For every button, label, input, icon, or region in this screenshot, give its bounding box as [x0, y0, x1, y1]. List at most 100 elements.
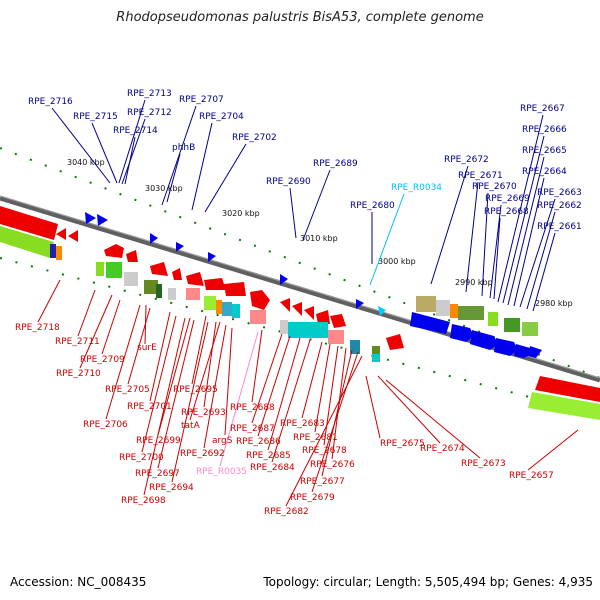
bottom-gene-labels: RPE_2718 RPE_2711 RPE_2709 RPE_2710 surE RPE_… — [15, 323, 554, 517]
gene-label: RPE_2710 — [56, 369, 101, 379]
label-leader-line — [289, 187, 297, 239]
gene-label: RPE_2706 — [83, 420, 128, 430]
gene-label: RPE_2687 — [230, 424, 275, 434]
gene-arrow — [150, 262, 168, 276]
gene-arrow — [56, 228, 66, 240]
cog-box — [350, 340, 360, 354]
gene-label: RPE_2669 — [485, 194, 530, 204]
cog-box — [156, 284, 162, 298]
label-leader-line — [219, 331, 259, 467]
label-leader-line — [302, 169, 331, 241]
gene-arrow — [208, 252, 216, 262]
gene-arrow — [126, 250, 138, 262]
cog-box — [96, 262, 104, 276]
label-leader-line — [251, 333, 283, 424]
gene-label: RPE_2689 — [313, 159, 358, 169]
cog-box — [106, 262, 122, 278]
label-leader-line — [481, 192, 489, 297]
gene-arrow — [316, 310, 330, 324]
cog-box — [250, 310, 266, 324]
gene-arrow — [514, 344, 532, 358]
label-leader-line — [118, 99, 146, 184]
cog-box — [450, 304, 458, 318]
gene-label: RPE_2674 — [420, 444, 465, 454]
label-leader-line — [365, 375, 381, 439]
label-leader-line — [166, 153, 181, 203]
gene-arrow — [356, 299, 364, 309]
gene-block-green-right — [528, 392, 600, 420]
gene-label: RPE_2677 — [300, 477, 345, 487]
gene-label: RPE_2713 — [127, 89, 172, 99]
gene-label: RPE_2699 — [136, 436, 181, 446]
gene-label: RPE_2715 — [73, 112, 118, 122]
tick-track-top — [0, 147, 600, 379]
gene-label: surE — [137, 343, 157, 353]
gene-arrow — [68, 230, 78, 242]
cog-box — [280, 320, 288, 334]
rna-gene-arrow — [378, 306, 386, 316]
topology-text: Topology: circular; Length: 5,505,494 bp… — [263, 575, 593, 589]
cog-box — [144, 280, 158, 294]
gene-label: RPE_2671 — [458, 171, 503, 181]
gene-arrow — [172, 268, 182, 280]
kbp-tick-label: 3020 kbp — [222, 209, 260, 218]
cog-box — [168, 288, 176, 300]
cog-box — [372, 354, 380, 362]
gene-label: RPE_2697 — [135, 469, 180, 479]
label-leader-line — [157, 317, 191, 436]
cog-box — [488, 312, 498, 326]
accession-text: Accession: NC_008435 — [10, 575, 147, 589]
gene-arrow — [528, 346, 542, 358]
gene-arrow — [292, 302, 302, 316]
label-leader-line — [285, 355, 363, 507]
gene-arrow — [85, 212, 96, 224]
label-leader-line — [77, 289, 96, 337]
label-leader-line — [37, 279, 61, 323]
label-leader-line — [143, 317, 186, 496]
gene-label: RPE_2666 — [522, 125, 567, 135]
gene-label: RPE_2714 — [113, 126, 158, 136]
gene-label: RPE_R0034 — [391, 183, 442, 193]
gene-arrow — [280, 274, 288, 285]
gene-arrow — [250, 290, 270, 310]
label-leader-line — [502, 135, 545, 304]
gene-arrow — [224, 282, 246, 296]
cog-box — [328, 330, 344, 344]
gene-label: RPE_2663 — [537, 188, 582, 198]
label-leader-line — [430, 165, 469, 285]
gene-label: RPE_2709 — [80, 355, 125, 365]
cog-box — [222, 302, 232, 316]
label-leader-line — [321, 349, 353, 477]
gene-label: RPE_2673 — [461, 459, 506, 469]
gene-label: RPE_2680 — [350, 201, 395, 211]
kbp-tick-label: 2980 kbp — [535, 299, 573, 308]
gene-label: RPE_2678 — [302, 446, 347, 456]
gene-label: RPE_2712 — [127, 108, 172, 118]
gene-label: RPE_2686 — [236, 437, 281, 447]
gene-label: RPE_2705 — [105, 385, 150, 395]
gene-label: tatA — [181, 421, 201, 431]
label-leader-line — [497, 114, 544, 303]
kbp-tick-labels: 3040 kbp 3030 kbp 3020 kbp 3010 kbp 3000 kbp… — [67, 158, 573, 308]
gene-block-green-left — [0, 226, 54, 258]
label-leader-line — [251, 329, 263, 403]
gene-label: RPE_2694 — [149, 483, 194, 493]
label-leader-line — [301, 341, 323, 419]
label-leader-line — [385, 379, 481, 459]
cog-box — [288, 322, 328, 338]
kbp-tick-label: 3030 kbp — [145, 184, 183, 193]
gene-block-red-left — [0, 206, 58, 240]
gene-arrow — [304, 306, 314, 320]
label-leader-line — [79, 294, 113, 369]
gene-label: RPE_2716 — [28, 97, 73, 107]
label-leader-line — [507, 156, 545, 306]
gene-arrow — [470, 330, 498, 350]
gene-label: RPE_R0035 — [196, 467, 247, 477]
bottom-label-leaders — [37, 279, 579, 507]
label-leader-line — [377, 375, 441, 444]
label-leader-line — [91, 122, 118, 184]
label-leader-line — [124, 136, 136, 185]
gene-label: RPE_2672 — [444, 155, 489, 165]
label-leader-line — [189, 321, 221, 421]
